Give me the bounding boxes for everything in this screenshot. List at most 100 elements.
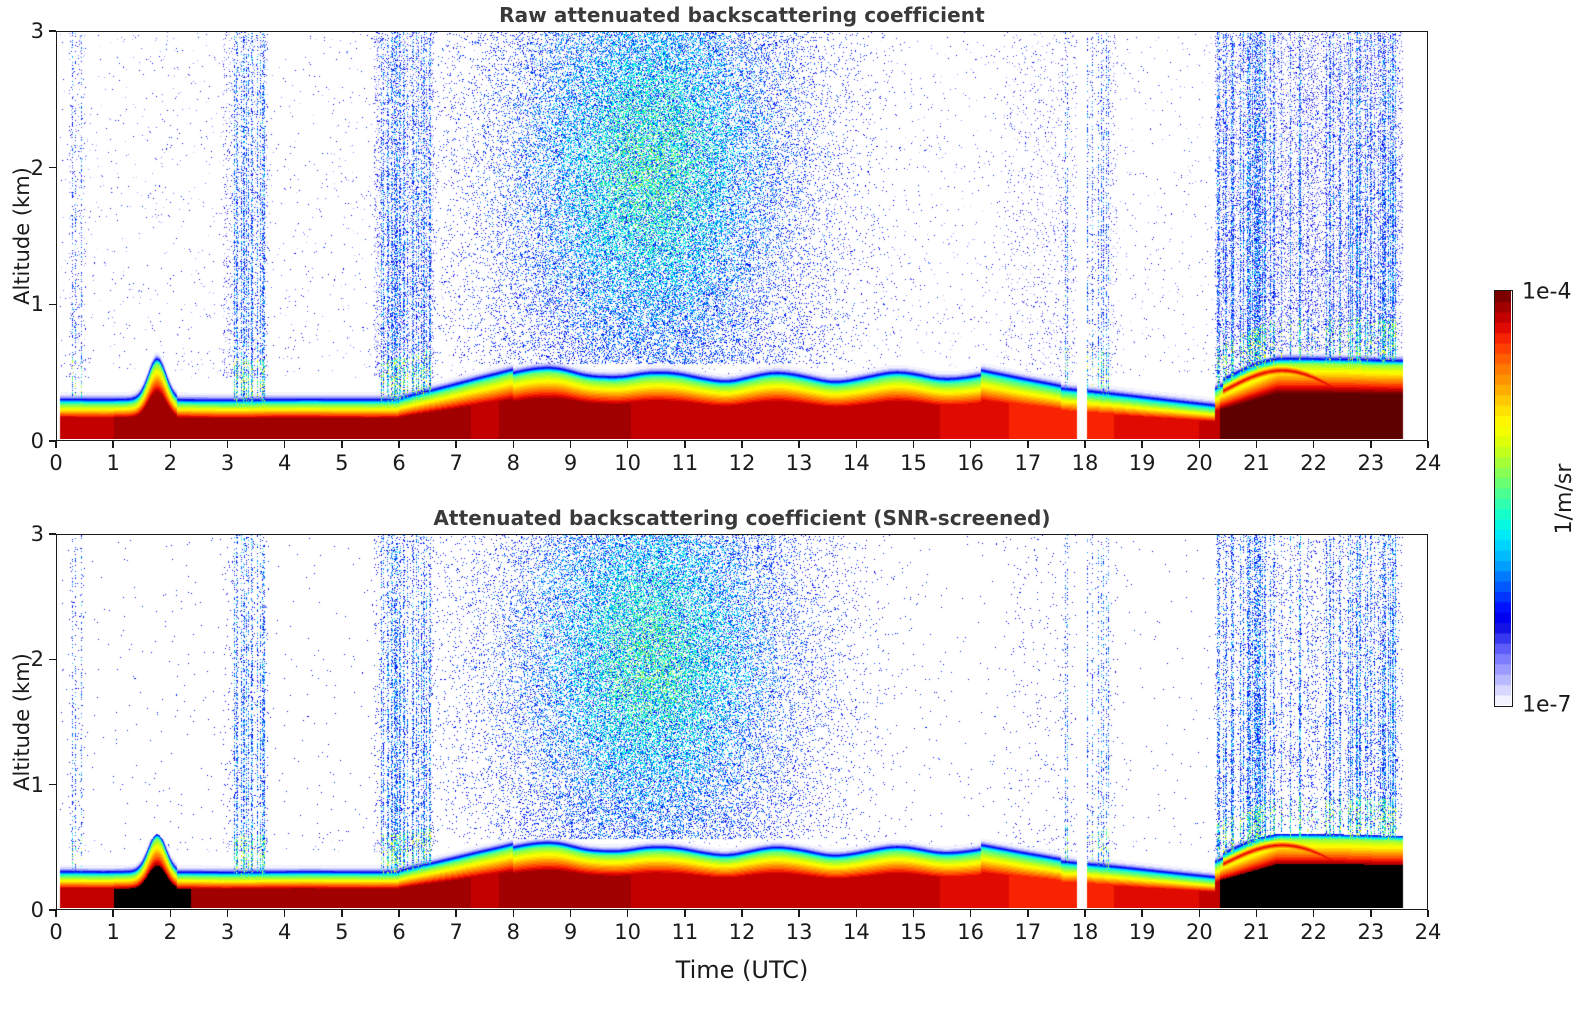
x-tick	[1084, 910, 1086, 917]
x-tick	[741, 910, 743, 917]
panel-screened-x-axis-label: Time (UTC)	[675, 956, 809, 984]
x-tick-label: 0	[49, 920, 63, 944]
x-tick	[1370, 441, 1372, 448]
x-tick	[455, 910, 457, 917]
x-tick-label: 21	[1243, 920, 1270, 944]
x-tick-label: 14	[842, 920, 870, 944]
x-tick	[798, 910, 800, 917]
y-tick	[49, 783, 56, 786]
x-tick-label: 16	[957, 451, 985, 475]
y-tick	[49, 440, 56, 442]
x-tick	[341, 441, 343, 448]
x-tick-label: 11	[671, 451, 699, 475]
panel-screened-plot-area[interactable]	[56, 534, 1428, 910]
x-tick	[398, 910, 400, 917]
x-tick	[55, 441, 57, 448]
y-tick-label: 2	[30, 155, 44, 180]
y-tick	[49, 303, 56, 306]
x-tick	[1312, 910, 1315, 917]
x-tick	[1141, 910, 1143, 917]
x-tick	[684, 910, 686, 917]
x-tick	[569, 441, 572, 448]
x-tick	[169, 441, 172, 448]
panel-raw-heatmap	[57, 32, 1426, 439]
x-tick	[512, 910, 515, 917]
x-tick-label: 14	[842, 451, 870, 475]
x-tick-label: 21	[1243, 451, 1270, 475]
x-tick-label: 4	[277, 920, 292, 944]
colorbar-gradient	[1494, 290, 1513, 707]
x-tick	[741, 441, 743, 448]
x-tick	[1255, 441, 1258, 448]
x-tick-label: 1	[106, 451, 120, 475]
x-tick-label: 23	[1357, 920, 1385, 944]
y-tick-label: 3	[30, 19, 44, 43]
x-tick	[626, 441, 629, 448]
x-tick-label: 15	[900, 920, 927, 944]
x-tick-label: 15	[900, 451, 927, 475]
x-tick-label: 9	[563, 451, 578, 475]
x-tick-label: 7	[449, 451, 463, 475]
x-tick-label: 10	[614, 920, 642, 944]
x-tick-label: 22	[1300, 920, 1328, 944]
panel-screened-y-axis-label: Altitude (km)	[10, 653, 34, 791]
x-tick-label: 20	[1185, 451, 1213, 475]
x-tick-label: 2	[163, 451, 178, 475]
x-tick	[1198, 441, 1201, 448]
x-tick	[969, 910, 972, 917]
colorbar-unit-label: 1/m/sr	[1552, 463, 1577, 534]
x-tick-label: 6	[392, 451, 406, 475]
x-tick	[1084, 441, 1086, 448]
x-tick-label: 22	[1300, 451, 1328, 475]
x-tick-label: 17	[1014, 920, 1042, 944]
x-tick	[1427, 910, 1429, 917]
x-tick-label: 13	[785, 920, 813, 944]
x-tick-label: 12	[728, 920, 756, 944]
y-tick	[49, 533, 56, 535]
x-tick	[1427, 441, 1429, 448]
x-tick-label: 4	[277, 451, 292, 475]
x-tick	[55, 910, 57, 917]
x-tick	[684, 441, 686, 448]
x-tick	[283, 910, 286, 917]
x-tick	[855, 910, 858, 917]
panel-raw-plot-area[interactable]	[56, 31, 1428, 441]
x-tick-label: 7	[449, 920, 463, 944]
x-tick-label: 5	[335, 451, 349, 475]
x-tick	[112, 441, 114, 448]
x-tick-label: 9	[563, 920, 578, 944]
colorbar-min-label: 1e-7	[1522, 692, 1572, 718]
x-tick	[512, 441, 515, 448]
x-tick-label: 8	[506, 451, 521, 475]
panel-screened-title: Attenuated backscattering coefficient (S…	[433, 506, 1051, 530]
y-tick	[49, 166, 56, 169]
x-tick	[341, 910, 343, 917]
x-tick-label: 5	[335, 920, 349, 944]
x-tick-label: 3	[220, 920, 235, 944]
x-tick-label: 18	[1071, 920, 1099, 944]
y-tick-label: 0	[30, 898, 44, 922]
x-tick-label: 1	[106, 920, 120, 944]
x-tick-label: 23	[1357, 451, 1385, 475]
x-tick-label: 19	[1128, 920, 1156, 944]
x-tick	[112, 910, 114, 917]
x-tick	[912, 910, 915, 917]
x-tick	[455, 441, 457, 448]
x-tick	[1141, 441, 1143, 448]
x-tick	[1198, 910, 1201, 917]
y-tick-label: 0	[30, 429, 44, 453]
x-tick-label: 0	[49, 451, 63, 475]
y-tick	[49, 909, 56, 911]
x-tick-label: 24	[1414, 920, 1442, 944]
x-tick-label: 8	[506, 920, 521, 944]
y-tick-label: 1	[30, 292, 44, 317]
x-tick-label: 20	[1185, 920, 1213, 944]
x-tick-label: 11	[671, 920, 699, 944]
y-tick-label: 3	[30, 522, 44, 546]
x-tick-label: 16	[957, 920, 985, 944]
x-tick	[1255, 910, 1258, 917]
x-tick	[1027, 910, 1029, 917]
